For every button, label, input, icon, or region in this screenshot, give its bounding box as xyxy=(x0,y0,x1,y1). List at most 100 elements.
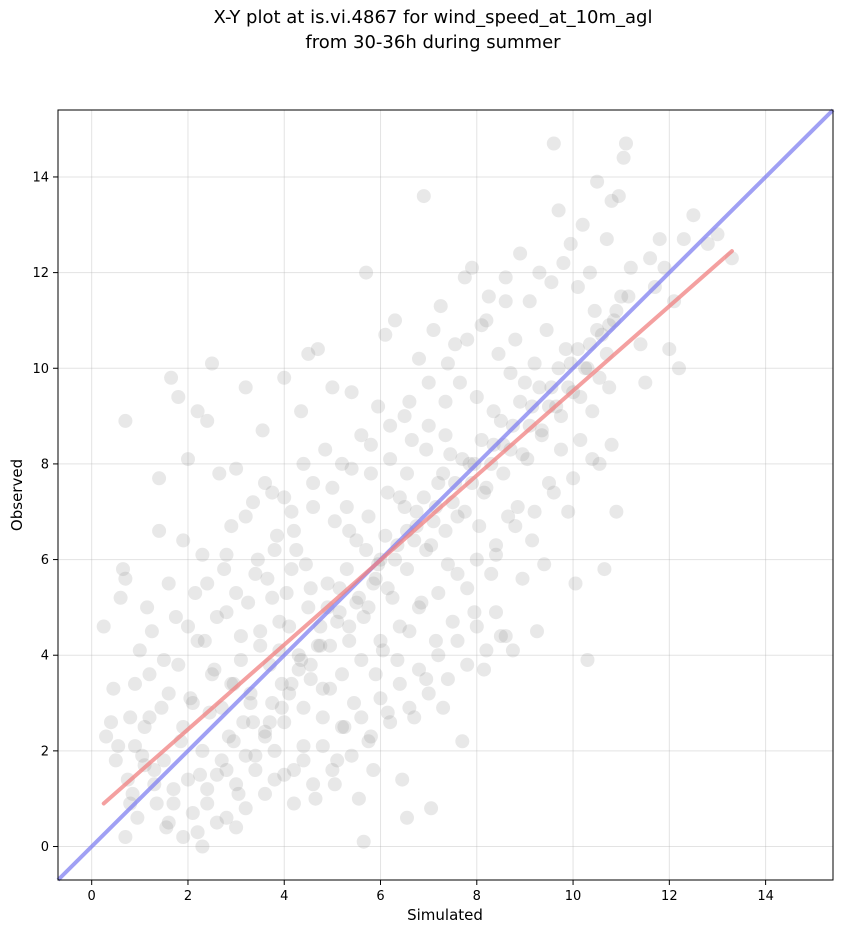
data-point xyxy=(205,356,219,371)
data-point xyxy=(181,772,195,787)
data-point xyxy=(197,633,212,648)
data-point xyxy=(270,528,284,543)
data-point xyxy=(400,562,414,577)
data-point xyxy=(161,815,176,830)
y-tick-label: 4 xyxy=(41,649,49,664)
data-point xyxy=(176,533,191,548)
data-point xyxy=(104,715,118,730)
x-tick-label: 10 xyxy=(565,889,582,904)
data-point xyxy=(274,676,289,691)
data-point xyxy=(181,619,195,634)
data-point xyxy=(378,327,393,342)
data-point xyxy=(592,370,607,385)
data-point xyxy=(402,394,417,409)
data-point xyxy=(534,428,549,443)
data-point xyxy=(183,691,198,706)
data-point xyxy=(214,753,229,768)
data-point xyxy=(164,370,179,385)
data-point xyxy=(532,380,547,395)
data-point xyxy=(354,428,369,443)
data-point xyxy=(452,375,467,390)
data-point xyxy=(337,720,352,734)
data-point xyxy=(181,452,195,467)
data-point xyxy=(510,500,525,514)
data-point xyxy=(416,189,431,204)
data-point xyxy=(286,796,301,811)
data-point xyxy=(229,461,244,476)
data-point xyxy=(392,676,407,691)
x-tick-label: 12 xyxy=(661,889,678,904)
data-point xyxy=(149,796,164,811)
data-point xyxy=(233,629,248,644)
data-point xyxy=(580,653,595,667)
data-point xyxy=(604,193,619,208)
data-point xyxy=(274,700,289,715)
data-point xyxy=(546,485,561,500)
data-point xyxy=(532,265,547,280)
data-point xyxy=(315,710,330,725)
data-point xyxy=(137,720,152,734)
data-point xyxy=(267,772,282,787)
data-point xyxy=(356,834,371,849)
data-point xyxy=(303,581,318,596)
data-point xyxy=(599,232,614,247)
data-point xyxy=(185,806,200,820)
data-point xyxy=(171,390,186,404)
data-point xyxy=(479,313,494,328)
data-point xyxy=(554,409,568,424)
data-point xyxy=(513,246,528,261)
data-point xyxy=(342,633,357,648)
data-point xyxy=(128,676,142,691)
data-point xyxy=(570,280,585,294)
data-point xyxy=(253,624,268,639)
data-point xyxy=(152,523,167,538)
data-point xyxy=(412,662,426,677)
data-point xyxy=(609,303,624,318)
data-point xyxy=(469,552,484,567)
data-point xyxy=(260,571,275,586)
data-point xyxy=(616,150,631,165)
data-point xyxy=(354,653,369,667)
data-point xyxy=(522,294,537,309)
data-point xyxy=(188,586,203,600)
data-point xyxy=(544,275,559,290)
data-point xyxy=(363,729,378,744)
data-point xyxy=(310,342,325,357)
data-point xyxy=(440,356,455,371)
data-point xyxy=(570,342,585,357)
data-point xyxy=(354,710,369,725)
data-point xyxy=(385,590,400,605)
data-point xyxy=(166,796,181,811)
data-point xyxy=(525,533,540,548)
data-point xyxy=(472,519,487,534)
data-point xyxy=(96,619,111,634)
data-point xyxy=(349,595,364,610)
data-point xyxy=(303,672,318,687)
data-point xyxy=(493,629,508,644)
data-point xyxy=(205,667,219,682)
lines-layer xyxy=(56,108,835,882)
data-point xyxy=(323,681,337,696)
data-point xyxy=(440,672,455,687)
data-point xyxy=(460,581,475,596)
data-point xyxy=(142,667,157,682)
data-point xyxy=(652,232,667,247)
data-point xyxy=(378,528,393,543)
data-point xyxy=(161,576,176,591)
y-axis-ticks: 0 2 4 6 8 10 12 14 xyxy=(32,170,58,855)
data-point xyxy=(551,203,566,218)
data-point xyxy=(503,442,518,457)
data-point xyxy=(373,691,388,706)
data-point xyxy=(380,485,395,500)
data-point xyxy=(303,657,318,672)
data-point xyxy=(424,801,439,816)
chart-title-line2: from 30-36h during summer xyxy=(305,32,561,53)
data-point xyxy=(633,337,648,352)
data-point xyxy=(465,476,479,490)
data-point xyxy=(575,217,590,232)
y-axis-label: Observed xyxy=(8,459,26,531)
data-point xyxy=(347,696,361,710)
data-point xyxy=(265,590,280,605)
data-point xyxy=(496,466,511,481)
data-point xyxy=(380,705,395,720)
